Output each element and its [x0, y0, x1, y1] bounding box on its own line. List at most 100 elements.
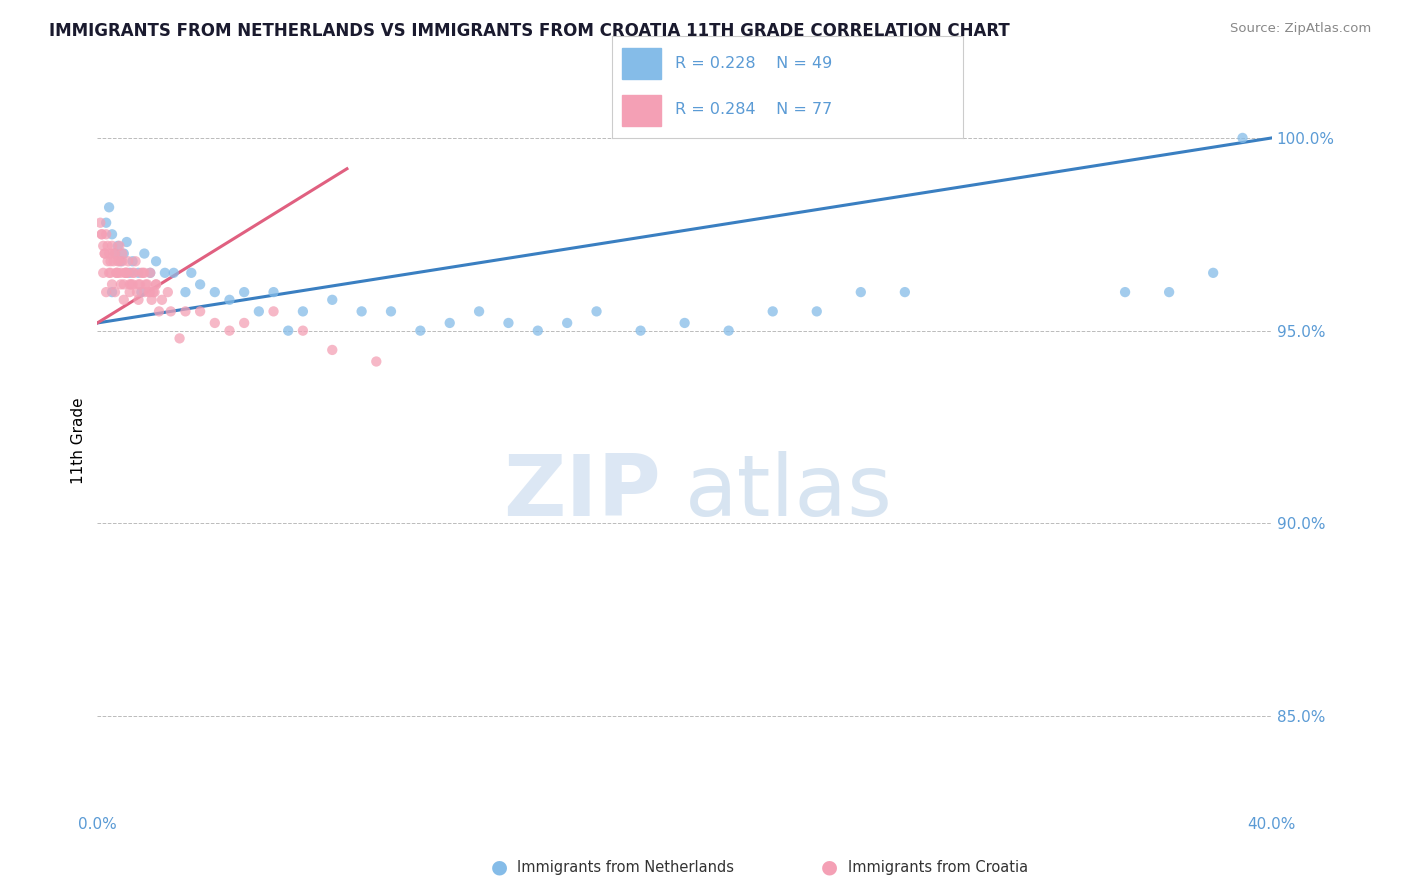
Point [1202, 266, 1225, 280]
Point [110, 254, 132, 268]
Point [141, 293, 163, 307]
Text: atlas: atlas [685, 451, 893, 534]
Point [125, 285, 148, 299]
Point [527, 324, 550, 338]
Text: R = 0.228    N = 49: R = 0.228 N = 49 [675, 56, 832, 70]
Point [439, 316, 461, 330]
Point [127, 293, 149, 307]
Point [89, 216, 111, 230]
Point [93, 246, 115, 260]
Point [91, 266, 114, 280]
Point [277, 324, 299, 338]
Point [366, 354, 388, 368]
Point [218, 324, 240, 338]
Point [321, 293, 343, 307]
Point [111, 246, 134, 260]
Point [145, 277, 167, 292]
Point [115, 235, 138, 249]
Point [96, 216, 118, 230]
Text: Immigrants from Croatia: Immigrants from Croatia [848, 860, 1028, 874]
Point [108, 239, 131, 253]
Point [139, 266, 162, 280]
Point [107, 254, 129, 268]
Point [96, 285, 118, 299]
Point [291, 304, 314, 318]
Point [103, 254, 125, 268]
Point [1232, 131, 1254, 145]
Point [150, 293, 173, 307]
Point [139, 285, 162, 299]
Point [350, 304, 373, 318]
Point [153, 266, 176, 280]
Point [90, 227, 112, 242]
Point [115, 266, 138, 280]
Point [134, 266, 156, 280]
Point [134, 285, 156, 299]
Point [762, 304, 785, 318]
Y-axis label: 11th Grade: 11th Grade [72, 397, 86, 483]
Point [98, 266, 121, 280]
Point [101, 239, 124, 253]
Point [124, 254, 146, 268]
Point [1159, 285, 1181, 299]
Point [806, 304, 828, 318]
Point [127, 266, 149, 280]
Point [139, 266, 162, 280]
Bar [621, 48, 661, 78]
Point [321, 343, 343, 357]
Text: R = 0.284    N = 77: R = 0.284 N = 77 [675, 102, 832, 117]
Point [136, 277, 159, 292]
Point [849, 285, 872, 299]
Point [134, 246, 156, 260]
Point [114, 266, 136, 280]
Point [131, 266, 153, 280]
Point [585, 304, 607, 318]
Bar [621, 95, 661, 126]
Point [142, 285, 165, 299]
Point [145, 277, 167, 292]
Point [117, 254, 139, 268]
Point [101, 277, 124, 292]
Point [131, 285, 153, 299]
Point [100, 254, 122, 268]
Text: ●: ● [821, 857, 838, 877]
Point [108, 254, 131, 268]
Point [112, 277, 135, 292]
Point [143, 285, 166, 299]
Point [263, 285, 285, 299]
Point [105, 266, 128, 280]
Point [122, 266, 145, 280]
Point [121, 266, 143, 280]
Point [156, 285, 179, 299]
Point [110, 266, 132, 280]
Point [247, 304, 270, 318]
Point [96, 227, 118, 242]
Text: Immigrants from Netherlands: Immigrants from Netherlands [517, 860, 734, 874]
Point [498, 316, 520, 330]
Text: ●: ● [491, 857, 508, 877]
Point [188, 304, 211, 318]
Point [204, 285, 226, 299]
Point [121, 277, 143, 292]
Point [104, 246, 127, 260]
Point [105, 266, 128, 280]
Point [132, 266, 155, 280]
Point [630, 324, 652, 338]
Point [163, 266, 186, 280]
Point [118, 266, 141, 280]
Point [145, 254, 167, 268]
Point [127, 277, 149, 292]
Point [218, 293, 240, 307]
Text: ZIP: ZIP [503, 451, 661, 534]
Point [107, 266, 129, 280]
Point [717, 324, 740, 338]
Point [112, 246, 135, 260]
Point [118, 285, 141, 299]
Point [97, 239, 120, 253]
Point [97, 254, 120, 268]
Point [104, 246, 127, 260]
Point [120, 277, 142, 292]
Point [409, 324, 432, 338]
Point [148, 304, 170, 318]
Point [169, 331, 191, 345]
